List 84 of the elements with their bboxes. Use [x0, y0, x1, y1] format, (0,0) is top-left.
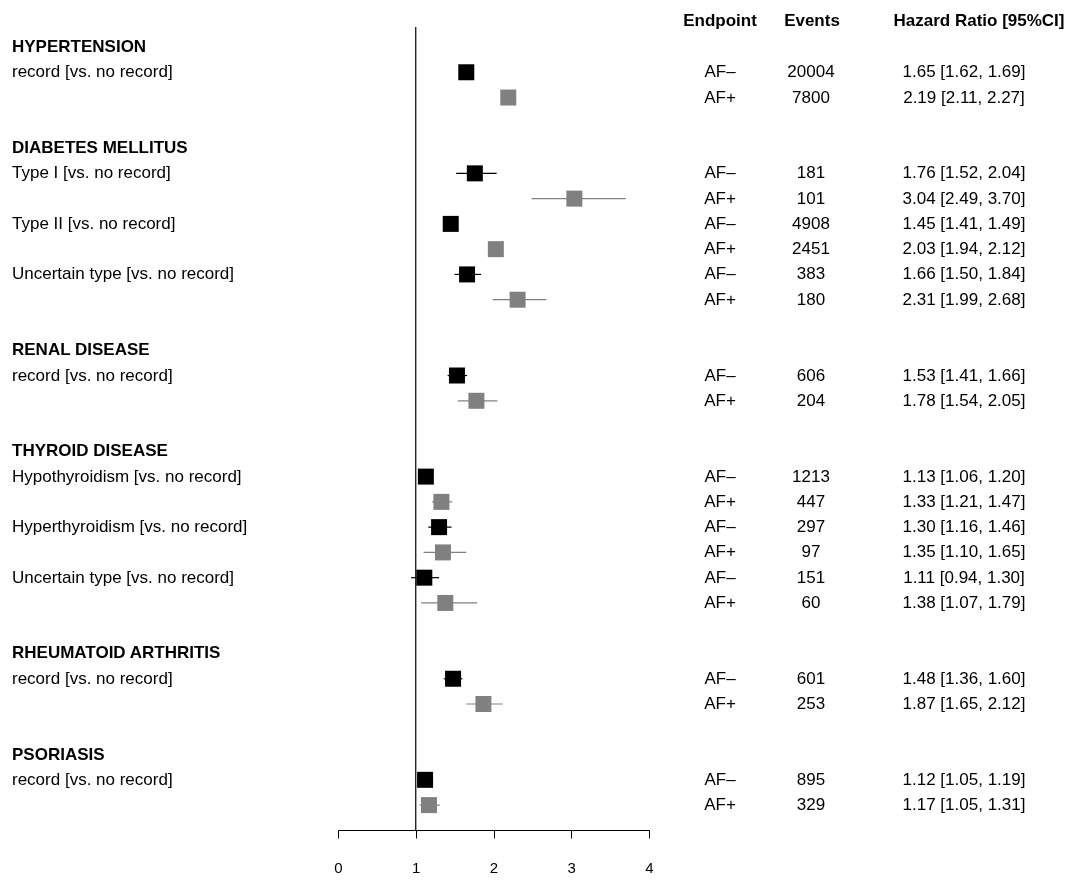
text: 1.13 [1.06, 1.20]: [902, 466, 1026, 486]
text: 1.17 [1.05, 1.31]: [902, 795, 1026, 815]
text: 180: [796, 289, 826, 309]
text: 447: [796, 491, 826, 511]
text: 1.33 [1.21, 1.47]: [902, 491, 1026, 511]
y-tick-label: Hypothyroidism [vs. no record]: [12, 466, 242, 486]
text: 1.53 [1.41, 1.66]: [902, 365, 1026, 385]
text: 1.12 [1.05, 1.19]: [902, 769, 1026, 789]
x-tick-label: 1: [412, 858, 421, 876]
x-tick-label: 4: [645, 858, 654, 876]
text: 329: [796, 795, 826, 815]
text: 101: [796, 188, 826, 208]
text: AF+: [704, 795, 736, 815]
text: 151: [796, 567, 826, 587]
text: 1.66 [1.50, 1.84]: [902, 264, 1026, 284]
text: 2.31 [1.99, 2.68]: [902, 289, 1026, 309]
text: 297: [796, 517, 826, 537]
y-tick-label: HYPERTENSION: [12, 37, 147, 56]
text: AF–: [704, 163, 737, 183]
y-tick-label: THYROID DISEASE: [12, 441, 168, 461]
text: 253: [796, 694, 826, 714]
text: 20004: [787, 62, 835, 82]
text: AF+: [704, 542, 736, 562]
text: Hazard Ratio [95%CI]: [893, 11, 1065, 30]
text: 895: [796, 769, 826, 789]
text: AF–: [704, 466, 736, 486]
text: Events: [784, 11, 840, 30]
text: AF–: [704, 365, 736, 385]
y-tick-label: record [vs. no record]: [12, 769, 173, 789]
text: AF+: [704, 694, 736, 714]
y-tick-label: record [vs. no record]: [12, 668, 173, 688]
y-tick-label: Type II [vs. no record]: [12, 213, 176, 233]
text: 1.30 [1.16, 1.46]: [902, 517, 1026, 537]
text: AF+: [704, 239, 736, 259]
text: 1213: [792, 466, 830, 486]
y-tick-label: RENAL DISEASE: [12, 340, 150, 360]
text: AF–: [704, 62, 736, 82]
text: 1.35 [1.10, 1.65]: [902, 542, 1026, 562]
text: AF–: [704, 517, 736, 537]
text: 1.65 [1.62, 1.69]: [902, 62, 1026, 82]
text: 1.45 [1.41, 1.49]: [902, 213, 1026, 233]
text: 1.38 [1.07, 1.79]: [902, 592, 1026, 612]
text: AF+: [704, 491, 736, 511]
text: 97: [801, 542, 821, 562]
text: AF–: [704, 213, 736, 233]
y-tick-label: Uncertain type [vs. no record]: [12, 567, 235, 587]
text: AF+: [704, 87, 736, 107]
text: 4908: [792, 213, 830, 233]
y-tick-label: RHEUMATOID ARTHRITIS: [12, 643, 221, 663]
text: 2451: [792, 239, 830, 259]
text: 601: [796, 668, 826, 688]
text: 1.87 [1.65, 2.12]: [902, 694, 1026, 714]
text: 2.19 [2.11, 2.27]: [903, 87, 1025, 107]
text: 7800: [792, 87, 830, 107]
text: 2.03 [1.94, 2.12]: [902, 239, 1026, 259]
text: 1.48 [1.36, 1.60]: [902, 668, 1026, 688]
text: 3.04 [2.49, 3.70]: [902, 188, 1026, 208]
text: 1.76 [1.52, 2.04]: [902, 163, 1026, 183]
text: 181: [796, 163, 826, 183]
x-tick-label: 2: [489, 858, 499, 876]
text: 60: [801, 592, 821, 612]
text: AF+: [704, 289, 736, 309]
y-tick-label: Uncertain type [vs. no record]: [12, 264, 235, 284]
text: AF+: [704, 188, 736, 208]
text: 1.11 [0.94, 1.30]: [903, 567, 1025, 587]
text: AF+: [704, 592, 736, 612]
text: AF+: [704, 390, 736, 410]
y-tick-label: Hyperthyroidism [vs. no record]: [12, 517, 248, 537]
y-tick-label: PSORIASIS: [12, 744, 105, 764]
y-tick-label: DIABETES MELLITUS: [12, 138, 188, 158]
x-tick-label: 0: [334, 858, 343, 876]
text: Endpoint: [683, 11, 758, 30]
y-tick-label: record [vs. no record]: [12, 62, 173, 82]
x-tick-label: 3: [567, 858, 576, 876]
text: 204: [796, 390, 826, 410]
text: AF–: [704, 769, 736, 789]
text: 1.78 [1.54, 2.05]: [902, 390, 1026, 410]
y-tick-label: record [vs. no record]: [12, 365, 173, 385]
text: 383: [796, 264, 826, 284]
text: AF–: [704, 668, 736, 688]
text: AF–: [704, 264, 736, 284]
y-tick-label: Type I [vs. no record]: [12, 163, 171, 183]
text: AF–: [704, 567, 736, 587]
text: 606: [796, 365, 826, 385]
